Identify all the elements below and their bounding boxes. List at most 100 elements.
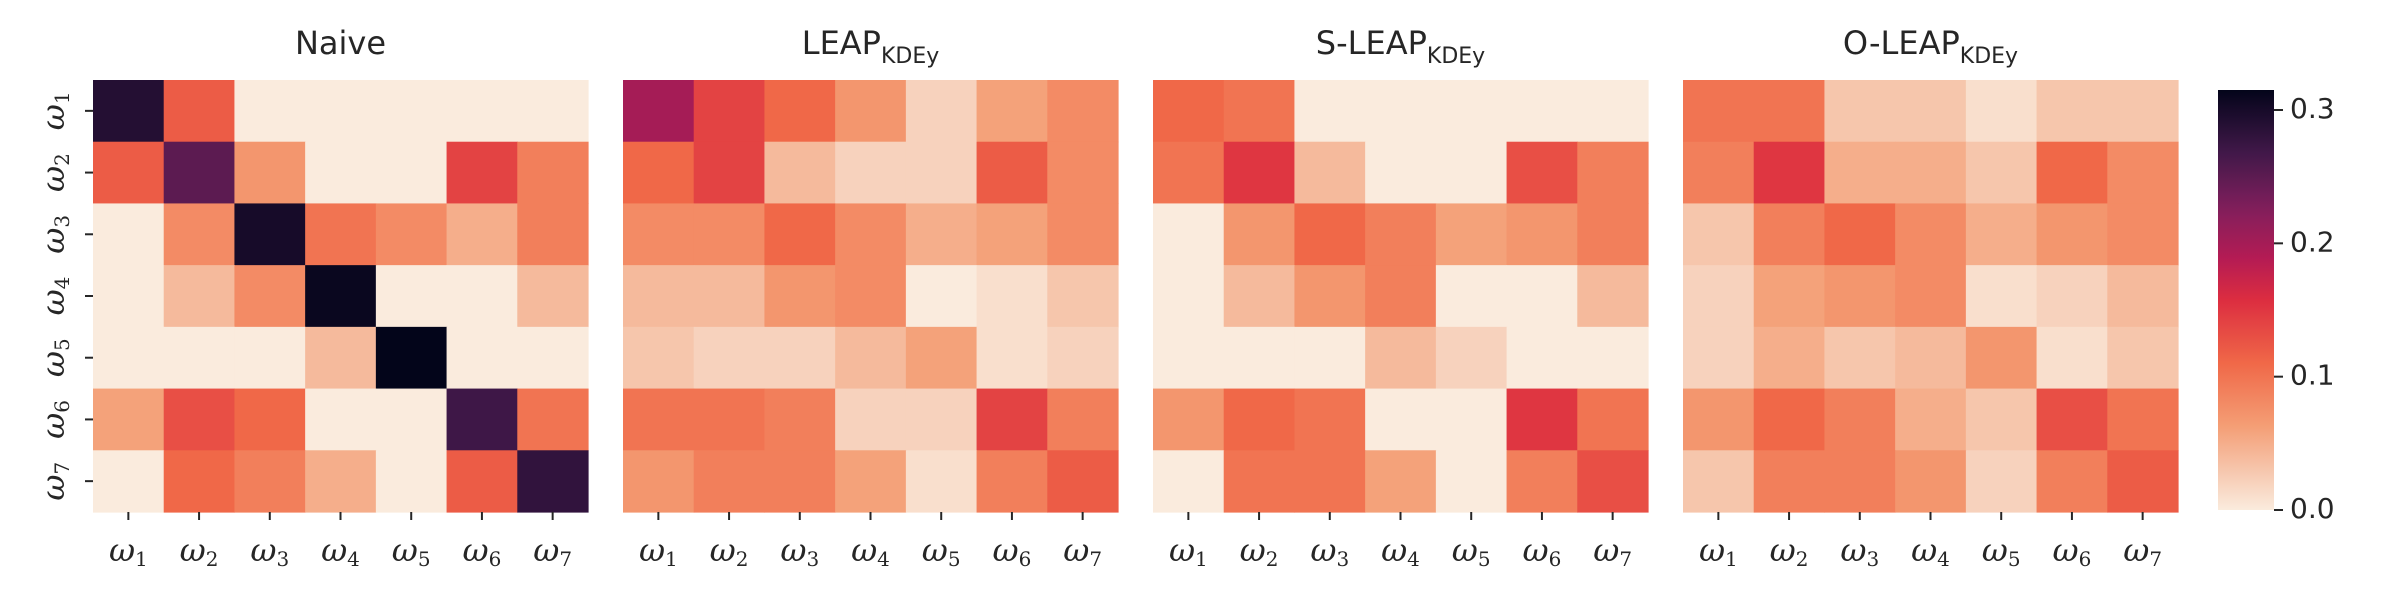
heatmap-cell (623, 265, 695, 328)
heatmap-cell (1577, 450, 1649, 513)
panel-title: LEAPKDEy (802, 24, 940, 69)
heatmap-cell (1365, 265, 1437, 328)
heatmap-cell (1047, 141, 1119, 205)
heatmap-cell (93, 326, 165, 390)
heatmap-cell (305, 265, 377, 328)
heatmap-cell (517, 141, 589, 205)
x-tick-label: ω7 (1593, 531, 1632, 571)
heatmap-cell (1965, 326, 2038, 390)
colorbar-tick-label: 0.1 (2290, 359, 2335, 392)
heatmap-cell (693, 265, 766, 328)
heatmap-cell (905, 265, 978, 328)
heatmap-cell (905, 80, 978, 143)
heatmap-cell (163, 326, 236, 390)
heatmap-panel-2: LEAPKDEy ω1 ω2 ω3 ω4 ω5 ω6 ω7 (623, 24, 1119, 571)
x-tick-label: ω6 (1523, 531, 1562, 571)
heatmap-cell (446, 203, 518, 266)
heatmap-cell (1577, 141, 1649, 205)
heatmap-cell (1965, 203, 2038, 266)
heatmap-cell (163, 265, 236, 328)
heatmap-cell (764, 80, 836, 143)
heatmap-cell (163, 80, 236, 143)
heatmap-cell (163, 141, 236, 205)
heatmap-cell (1047, 450, 1119, 513)
heatmap-cell (2036, 388, 2108, 451)
heatmap-cell (693, 203, 766, 266)
heatmap-cell (1895, 141, 1967, 205)
heatmap-cell (375, 203, 448, 266)
heatmap-cell (1895, 265, 1967, 328)
heatmap-cell (905, 326, 978, 390)
heatmap-cell (623, 326, 695, 390)
heatmap-cell (1294, 450, 1366, 513)
heatmap-cell (305, 141, 377, 205)
x-tick-label: ω6 (993, 531, 1032, 571)
heatmap-cell (1753, 141, 1826, 205)
x-tick-label: ω5 (1982, 531, 2021, 571)
heatmap-cell (1824, 141, 1896, 205)
heatmap-cell (1047, 265, 1119, 328)
heatmap-cell (976, 450, 1048, 513)
heatmap-cell (764, 203, 836, 266)
heatmap-cell (2107, 265, 2179, 328)
heatmap-cell (693, 80, 766, 143)
heatmap-cell (1223, 265, 1296, 328)
x-tick-label: ω1 (109, 531, 148, 571)
heatmap-cell (1435, 450, 1508, 513)
heatmap-cell (375, 265, 448, 328)
heatmap-cell (93, 203, 165, 266)
x-tick-label: ω5 (1452, 531, 1491, 571)
x-tick-label: ω7 (2123, 531, 2162, 571)
heatmap-cell (305, 326, 377, 390)
heatmap-cell (93, 141, 165, 205)
heatmap-cell (1895, 326, 1967, 390)
heatmap-cell (1365, 80, 1437, 143)
x-tick-label: ω7 (533, 531, 572, 571)
heatmap-cell (905, 203, 978, 266)
heatmap-cell (1824, 265, 1896, 328)
heatmap-cell (234, 203, 306, 266)
colorbar-tick-label: 0.3 (2290, 92, 2335, 125)
colorbar-tick-label: 0.2 (2290, 225, 2335, 258)
heatmap-cell (163, 203, 236, 266)
heatmap-cell (446, 388, 518, 451)
panel-title: Naive (295, 24, 386, 62)
heatmap-cell (1506, 203, 1578, 266)
heatmap-cell (1506, 141, 1578, 205)
heatmap-cell (1294, 265, 1366, 328)
heatmap-cell (1895, 203, 1967, 266)
x-tick-label: ω4 (1381, 531, 1420, 571)
heatmap-cell (976, 141, 1048, 205)
heatmap-cell (835, 141, 907, 205)
heatmap-cell (1153, 80, 1225, 143)
heatmap-panel-1: Naive ω1 ω2 ω3 ω4 ω5 ω6 ω7 ω1 ω2 ω3 ω4 ω5 ω6 ω7 (34, 24, 589, 571)
heatmap-cell (1753, 203, 1826, 266)
heatmap-cell (693, 388, 766, 451)
x-tick-label: ω2 (180, 531, 219, 571)
heatmap-cell (1683, 388, 1755, 451)
heatmap-cell (1506, 388, 1578, 451)
heatmap-cell (1824, 80, 1896, 143)
heatmap-cell (693, 450, 766, 513)
heatmap-cell (1577, 203, 1649, 266)
heatmap-cell (1895, 388, 1967, 451)
heatmap-cell (446, 141, 518, 205)
heatmap-cell (1435, 203, 1508, 266)
heatmap-cell (1753, 388, 1826, 451)
heatmap-cell (1506, 80, 1578, 143)
colorbar-tick-label: 0.0 (2290, 492, 2335, 525)
heatmap-cell (1047, 80, 1119, 143)
x-tick-label: ω1 (1169, 531, 1208, 571)
y-tick-label: ω1 (34, 91, 74, 130)
heatmap-cell (2036, 80, 2108, 143)
heatmap-cell (2107, 388, 2179, 451)
heatmap-cell (1294, 80, 1366, 143)
heatmap-cell (1365, 203, 1437, 266)
heatmap-cell (1753, 326, 1826, 390)
heatmap-cell (305, 450, 377, 513)
heatmap-cell (764, 141, 836, 205)
heatmap-cell (1153, 141, 1225, 205)
heatmap-cell (234, 80, 306, 143)
heatmap-cell (517, 326, 589, 390)
